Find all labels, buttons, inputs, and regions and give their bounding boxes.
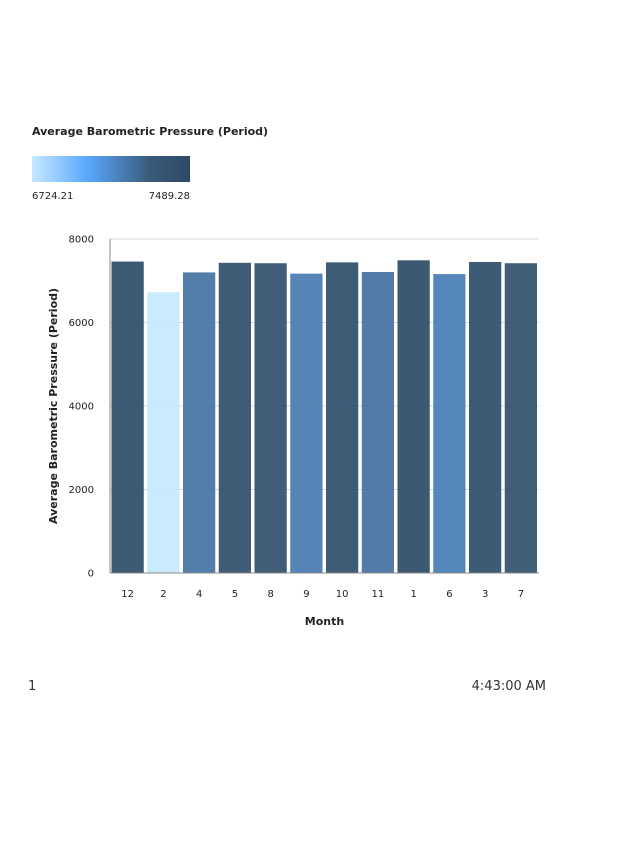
bar[interactable] [504,263,537,573]
x-axis-label: Month [305,615,344,628]
report-time: 4:43:00 AM [471,679,546,694]
bar[interactable] [111,261,144,573]
legend-min-label: 6724.21 [32,191,74,202]
legend-color-gradient [32,156,190,182]
x-tick-label: 11 [372,589,385,600]
x-tick-label: 4 [196,589,202,600]
x-tick-label: 9 [303,589,309,600]
grid-lines [110,238,539,490]
bar[interactable] [254,263,287,573]
bar[interactable] [433,274,466,573]
bar[interactable] [326,262,359,573]
page-number: 1 [28,679,37,694]
y-tick-label: 2000 [69,485,94,496]
x-tick-label: 5 [232,589,238,600]
bar[interactable] [290,273,323,573]
y-tick-label: 0 [88,569,94,580]
bar[interactable] [361,271,394,573]
bar[interactable] [397,260,430,573]
axes [109,239,539,574]
bar[interactable] [147,292,180,573]
x-tick-label: 3 [482,589,488,600]
legend-title: Average Barometric Pressure (Period) [32,125,269,138]
x-tick-label: 2 [160,589,166,600]
x-tick-label: 10 [336,589,349,600]
y-axis-label: Average Barometric Pressure (Period) [47,288,60,524]
bar[interactable] [469,261,502,573]
y-tick-label: 8000 [69,235,94,246]
x-tick-label: 1 [410,589,416,600]
x-tick-label: 6 [446,589,452,600]
bar[interactable] [218,262,251,573]
bar[interactable] [183,272,216,573]
legend-max-label: 7489.28 [148,191,190,202]
x-tick-label: 7 [518,589,524,600]
x-tick-label: 12 [121,589,134,600]
x-tick-label: 8 [267,589,273,600]
y-tick-labels: 0 2000 4000 6000 8000 [69,235,94,580]
x-tick-labels: 12 2 4 5 8 9 10 11 1 6 3 7 [121,589,524,600]
y-tick-label: 6000 [69,318,94,329]
bars [111,260,537,573]
y-tick-label: 4000 [69,402,94,413]
